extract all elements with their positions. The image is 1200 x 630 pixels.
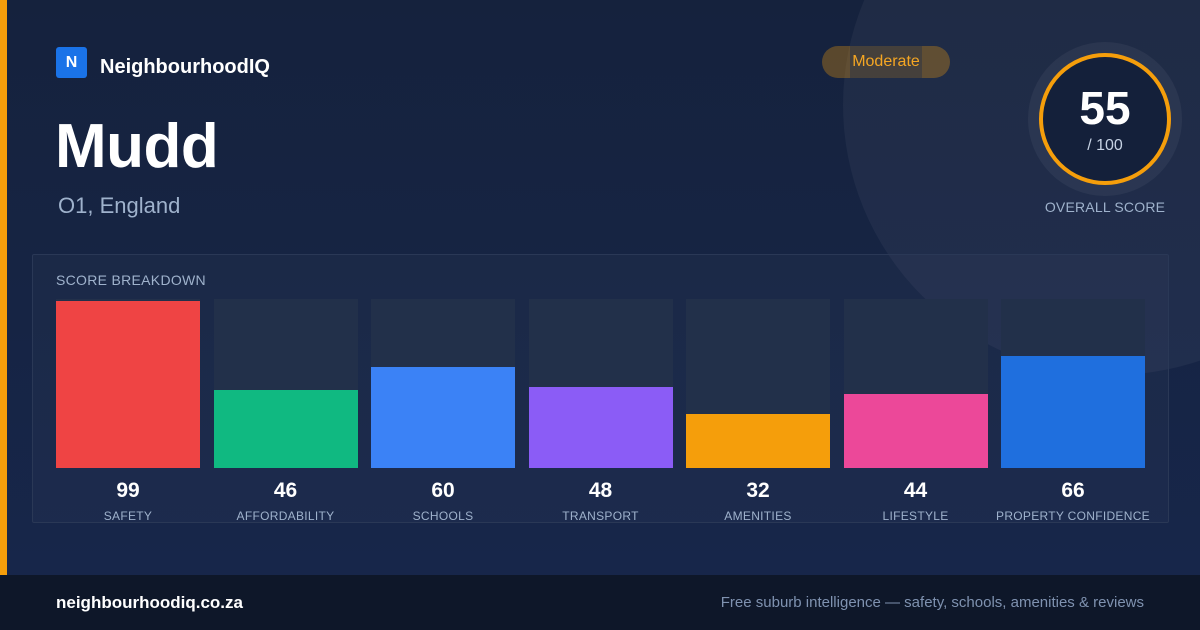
- score-bar-affordability: 46 AFFORDABILITY: [213, 299, 358, 523]
- bar-label: AFFORDABILITY: [236, 509, 335, 523]
- breakdown-bars: 99 SAFETY 46 AFFORDABILITY 60 SCHOOLS 48 TRANSP…: [56, 299, 1150, 523]
- footer: neighbourhoodiq.co.za Free suburb intell…: [0, 575, 1200, 630]
- score-bar-lifestyle: 44 LIFESTYLE: [843, 299, 988, 523]
- breakdown-title: SCORE BREAKDOWN: [56, 272, 206, 288]
- footer-tagline: Free suburb intelligence — safety, schoo…: [720, 594, 1144, 611]
- bar-label: TRANSPORT: [562, 509, 639, 523]
- suburb-region: O1, England: [58, 193, 181, 218]
- bar-label: LIFESTYLE: [882, 509, 949, 523]
- bar-label: PROPERTY CONFIDENCE: [996, 509, 1150, 523]
- rating-badge-label: Moderate: [852, 53, 920, 70]
- score-bar-safety: 99 SAFETY: [56, 299, 200, 523]
- score-bar-transport: 48 TRANSPORT: [528, 299, 673, 523]
- bar-track: [843, 299, 988, 468]
- bar-label: SAFETY: [103, 509, 153, 523]
- overall-score-max: / 100: [1087, 137, 1123, 154]
- score-bar-schools: 60 SCHOOLS: [371, 299, 515, 523]
- bar-track: [1001, 299, 1145, 468]
- bar-track: [686, 299, 830, 468]
- brand-logo-icon: N: [56, 47, 87, 78]
- brand-name: NeighbourhoodIQ: [100, 56, 270, 78]
- bar-value: 99: [116, 479, 140, 502]
- bar-track: [213, 299, 358, 468]
- bar-value: 46: [273, 479, 298, 502]
- share-card: N NeighbourhoodIQ Mudd O1, England Moder…: [0, 0, 1200, 575]
- bar-fill: [213, 390, 358, 468]
- bar-fill: [528, 387, 673, 468]
- bar-fill: [843, 394, 988, 468]
- bar-label: AMENITIES: [724, 509, 792, 523]
- score-bar-property-confidence: 66 PROPERTY CONFIDENCE: [996, 299, 1150, 523]
- bar-value: 48: [588, 479, 613, 502]
- score-ring-icon: 55 / 100: [1039, 53, 1171, 185]
- bar-value: 66: [1061, 479, 1085, 502]
- bar-track: [56, 299, 200, 468]
- overall-score-caption: OVERALL SCORE: [1044, 199, 1166, 215]
- bar-track: [371, 299, 515, 468]
- bar-fill: [371, 367, 515, 468]
- bar-label: SCHOOLS: [412, 509, 474, 523]
- suburb-name: Mudd: [55, 112, 219, 181]
- bar-fill: [56, 301, 200, 468]
- bar-fill: [686, 414, 830, 468]
- overall-score-ring: 55 / 100: [1028, 42, 1182, 196]
- score-bar-amenities: 32 AMENITIES: [686, 299, 830, 523]
- overall-score-value: 55: [1079, 82, 1131, 134]
- score-breakdown-panel: SCORE BREAKDOWN 99 SAFETY 46 AFFORDABILITY 6…: [32, 254, 1169, 523]
- bar-value: 44: [903, 479, 928, 502]
- accent-bar: [0, 0, 7, 575]
- bar-value: 60: [431, 479, 455, 502]
- bar-value: 32: [746, 479, 770, 502]
- rating-badge: Moderate: [822, 46, 950, 78]
- bar-track: [528, 299, 673, 468]
- brand[interactable]: N NeighbourhoodIQ: [56, 46, 270, 79]
- footer-url-link[interactable]: neighbourhoodiq.co.za: [56, 593, 243, 612]
- bar-fill: [1001, 356, 1145, 468]
